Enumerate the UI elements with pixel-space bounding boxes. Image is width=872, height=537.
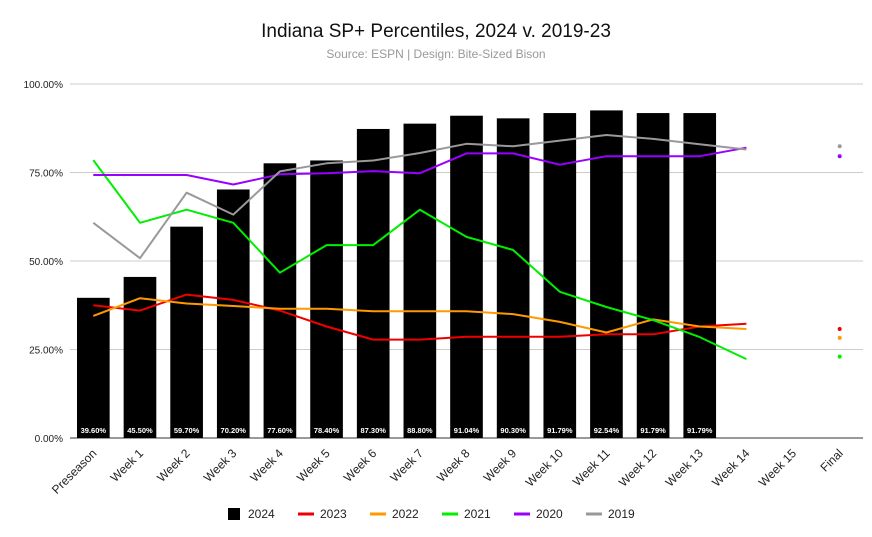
x-tick-label: Week 9 (481, 446, 520, 485)
final-point-2022 (837, 335, 842, 340)
bar-week-8 (450, 115, 483, 439)
line-series-2022 (92, 297, 747, 334)
bar-data-label: 91.79% (640, 426, 666, 435)
x-tick-label: Week 14 (709, 446, 752, 489)
bar-data-label: 88.80% (407, 426, 433, 435)
bar-data-label: 92.54% (594, 426, 620, 435)
x-tick-label: Preseason (49, 446, 99, 496)
bar-data-label: 91.79% (687, 426, 713, 435)
bar-week-5 (310, 160, 343, 439)
y-axis-tick-labels: 0.00% 25.00% 50.00% 75.00% 100.00% (24, 80, 64, 445)
legend-label-2024: 2024 (248, 507, 275, 521)
x-tick-label: Week 10 (523, 446, 566, 489)
bar-data-label: 59.70% (174, 426, 200, 435)
bar-data-label: 90.30% (500, 426, 526, 435)
x-tick-label: Week 12 (616, 446, 659, 489)
legend-label-2021: 2021 (464, 507, 491, 521)
line-series-2021 (92, 159, 747, 361)
bar-week-12 (636, 113, 670, 438)
bar-week-10 (543, 113, 577, 438)
bar-data-label: 87.30% (360, 426, 386, 435)
line-series-2023 (93, 293, 747, 341)
bar-preseason (76, 297, 110, 438)
x-tick-label: Final (818, 446, 846, 474)
legend-label-2020: 2020 (536, 507, 563, 521)
bar-week-7 (403, 123, 437, 438)
y-tick-label: 100.00% (24, 80, 64, 91)
x-tick-label: Week 7 (387, 446, 426, 485)
line-series-group (92, 134, 842, 361)
line-series-2019 (92, 134, 747, 260)
final-point-2019 (837, 144, 842, 149)
bar-week-3 (216, 189, 250, 438)
y-tick-label: 25.00% (29, 346, 63, 357)
final-point-2023 (837, 326, 842, 331)
bar-data-label: 91.79% (547, 426, 573, 435)
x-tick-label: Week 8 (434, 446, 473, 485)
legend-label-2022: 2022 (392, 507, 419, 521)
x-tick-label: Week 13 (663, 446, 706, 489)
legend: 2024 2023 2022 2021 2020 2019 (228, 507, 635, 521)
x-tick-label: Week 1 (108, 446, 147, 485)
bar-data-label: 77.60% (267, 426, 293, 435)
chart-title: Indiana SP+ Percentiles, 2024 v. 2019-23 (261, 21, 611, 42)
bar-data-label: 45.50% (127, 426, 153, 435)
x-tick-label: Week 15 (756, 446, 799, 489)
bar-week-4 (263, 163, 297, 438)
bar-data-labels: 39.60% 45.50% 59.70% 70.20% 77.60% 78.40% 87.3… (81, 426, 713, 435)
x-tick-label: Week 5 (294, 446, 333, 485)
bar-week-1 (123, 276, 157, 438)
line-series-2020 (93, 146, 747, 186)
bar-week-6 (356, 128, 390, 438)
x-tick-label: Week 11 (570, 446, 613, 489)
final-point-2021 (837, 354, 842, 359)
bar-week-9 (496, 118, 530, 438)
bar-series-2024 (76, 110, 717, 439)
x-tick-label: Week 2 (154, 446, 193, 485)
chart-subtitle: Source: ESPN | Design: Bite-Sized Bison (326, 47, 545, 61)
x-tick-label: Week 4 (248, 446, 287, 485)
y-tick-label: 75.00% (29, 169, 63, 180)
bar-week-2 (170, 226, 203, 438)
bar-week-11 (590, 110, 623, 439)
y-tick-label: 50.00% (29, 257, 63, 268)
bar-data-label: 39.60% (81, 426, 107, 435)
x-tick-label: Week 3 (201, 446, 240, 485)
bar-data-label: 78.40% (314, 426, 340, 435)
bar-week-13 (683, 113, 717, 438)
final-point-2020 (837, 154, 842, 159)
bar-data-label: 70.20% (221, 426, 247, 435)
y-tick-label: 0.00% (35, 434, 63, 445)
bar-data-label: 91.04% (454, 426, 480, 435)
x-tick-label: Week 6 (341, 446, 380, 485)
legend-label-2019: 2019 (608, 507, 635, 521)
legend-label-2023: 2023 (320, 507, 347, 521)
legend-swatch-2024 (228, 508, 240, 520)
